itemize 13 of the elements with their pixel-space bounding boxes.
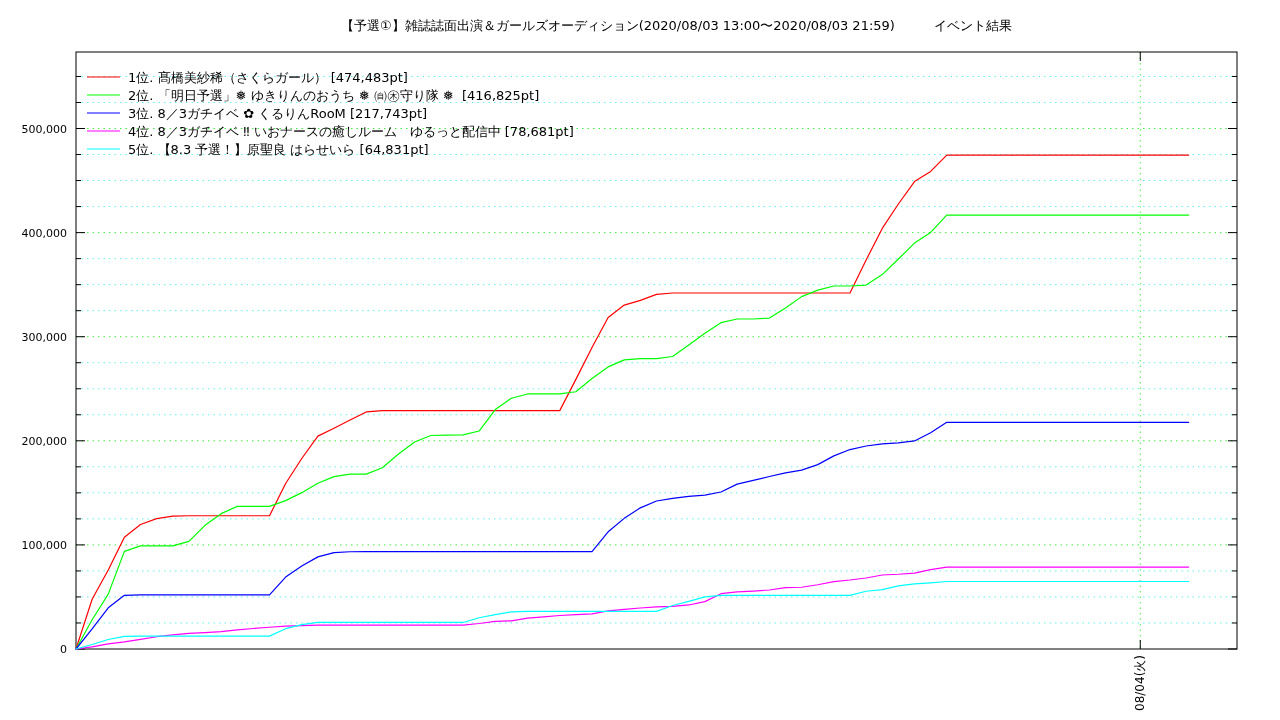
legend-label: 3位. 8／3ガチイベ ✿ くるりんRooM [217,743pt]: [128, 106, 428, 121]
chart-title: 【予選①】雑誌誌面出演＆ガールズオーディション(2020/08/03 13:00〜2020/08/03 21:59) イベント結果: [341, 18, 1012, 33]
legend-label: 4位. 8／3ガチイベ ‼ いおナースの癒しルーム ゆるっと配信中 [78,681pt]: [128, 124, 574, 139]
x-tick-label: 08/04(火): [1133, 655, 1148, 711]
y-tick-label: 100,000: [21, 538, 67, 552]
y-tick-label: 200,000: [21, 434, 67, 448]
y-tick-label: 500,000: [21, 122, 67, 136]
y-tick-label: 0: [60, 643, 67, 656]
legend-label: 2位. 「明日予選」❅ ゆきりんのおうち ❅ ㉂㊍守り隊 ❅ [416,825pt]: [128, 88, 540, 103]
y-tick-label: 300,000: [21, 330, 67, 344]
y-tick-label: 400,000: [21, 226, 67, 240]
legend-label: 5位. 【8.3 予選！】原聖良 はらせいら [64,831pt]: [128, 142, 429, 157]
legend-label: 1位. 髙橋美紗稀（さくらガール） [474,483pt]: [128, 70, 408, 85]
